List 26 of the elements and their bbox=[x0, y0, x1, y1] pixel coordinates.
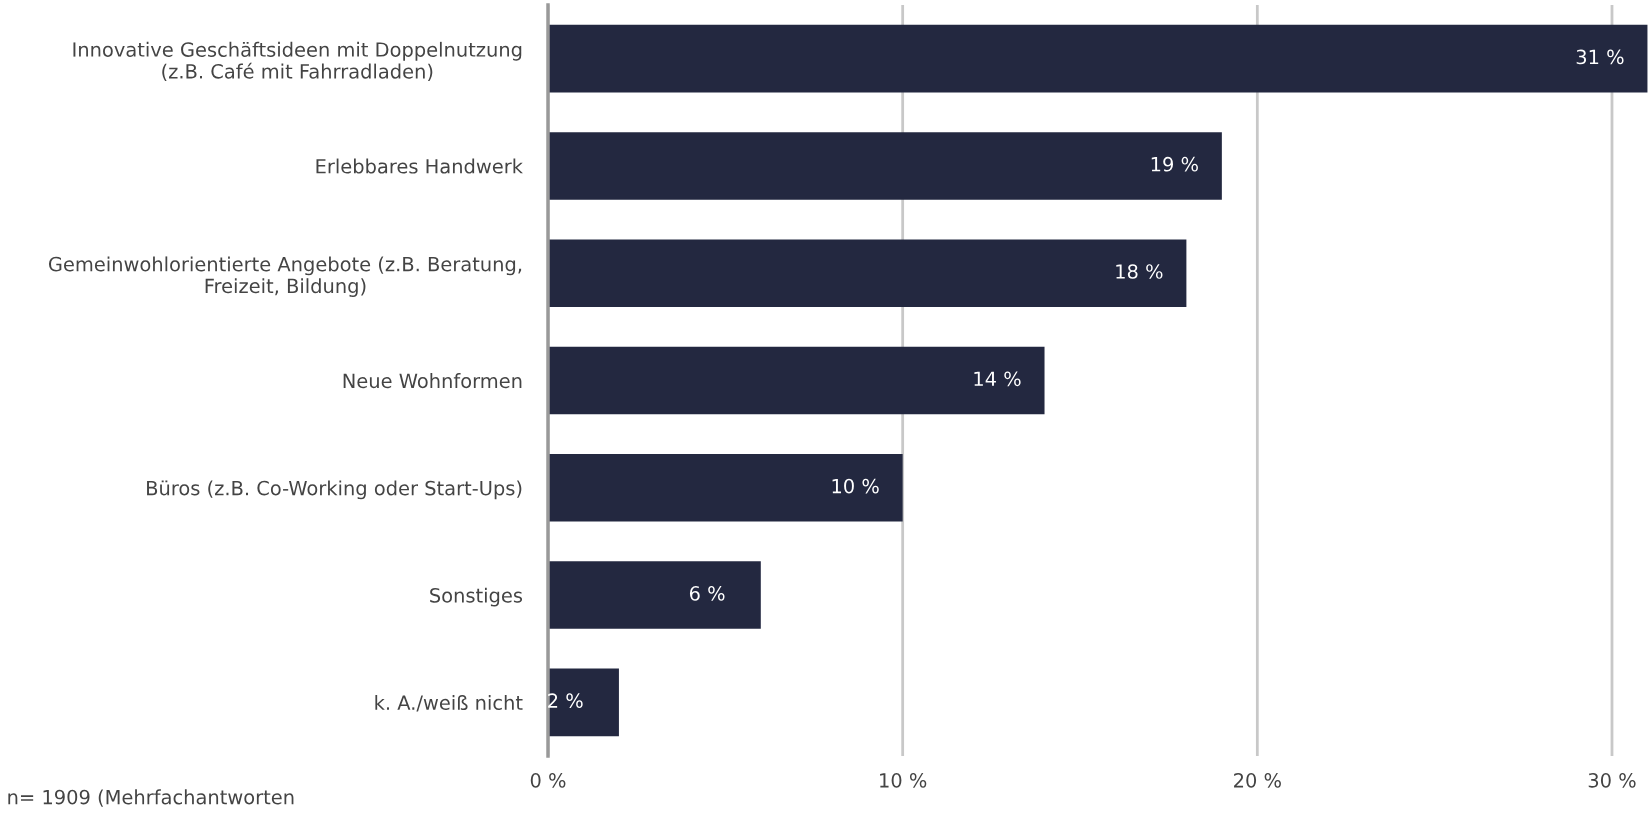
data-label: 10 % bbox=[832, 478, 879, 494]
data-label: 6 % bbox=[689, 586, 725, 601]
data-label: 14 % bbox=[974, 371, 1021, 387]
bar bbox=[548, 668, 619, 737]
y-tick-label: Innovative Geschäftsideen mit Doppelnutzung (z.B. Café mit Fahrradladen) bbox=[73, 41, 522, 81]
data-label: 18 % bbox=[1116, 264, 1163, 279]
text: n= 1909 (Mehrfachantworten bbox=[8, 789, 294, 807]
x-tick-label: 0 % bbox=[530, 773, 566, 788]
bar bbox=[548, 453, 903, 522]
bar bbox=[548, 561, 761, 629]
data-label: 19 % bbox=[1151, 156, 1198, 172]
y-tick-label: Büros (z.B. Co-Working oder Start-Ups) bbox=[147, 480, 522, 500]
y-tick-label: Neue Wohnformen bbox=[343, 373, 522, 389]
y-tick-label: Gemeinwohlorientierte Angebote (z.B. Beratung, Freizeit, Bildung) bbox=[48, 256, 522, 298]
bar bbox=[548, 346, 1045, 415]
y-tick-label: Erlebbares Handwerk bbox=[316, 158, 523, 174]
y-tick-label: k. A./weiß nicht bbox=[375, 694, 523, 712]
bar bbox=[548, 132, 1222, 200]
y-tick-label: Sonstiges bbox=[430, 587, 523, 607]
data-label: 2 % bbox=[548, 693, 583, 708]
bar bbox=[548, 24, 1648, 93]
data-label: 31 % bbox=[1576, 49, 1624, 65]
x-tick-label: 20 % bbox=[1234, 773, 1281, 788]
x-tick-label: 30 % bbox=[1588, 773, 1636, 788]
bar bbox=[548, 239, 1187, 308]
x-tick-label: 10 % bbox=[880, 773, 927, 788]
